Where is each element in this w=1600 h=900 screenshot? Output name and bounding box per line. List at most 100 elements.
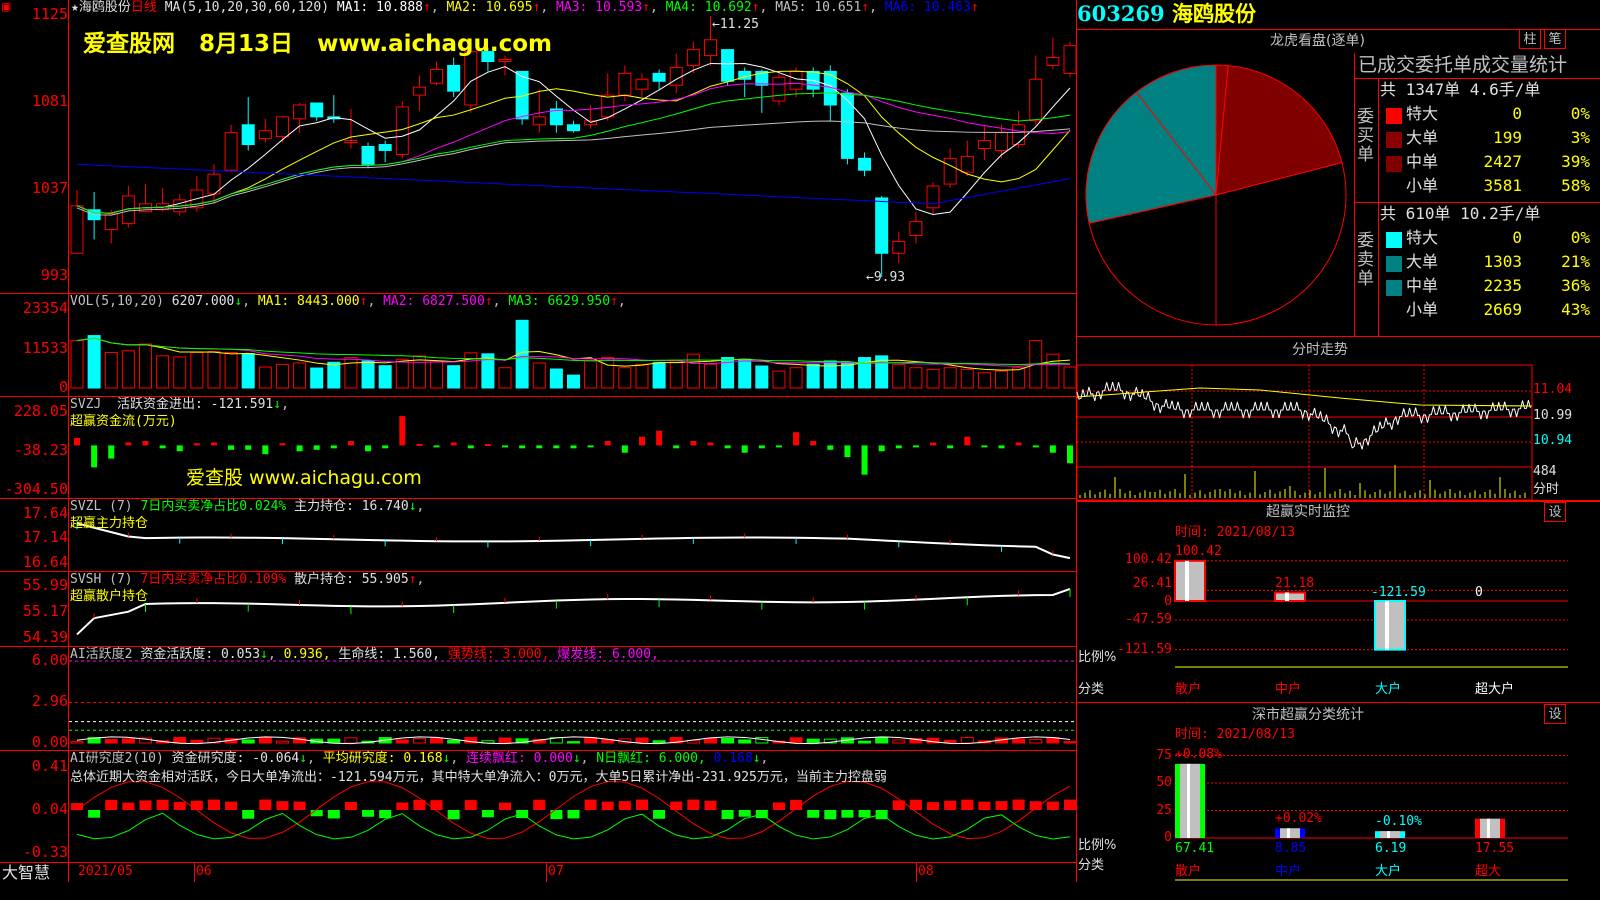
research-line-red bbox=[76, 780, 1071, 840]
fund-flow-bar bbox=[827, 445, 834, 450]
fund-flow-bar bbox=[159, 445, 166, 449]
fund-flow-bar bbox=[878, 445, 885, 452]
minute-average-line bbox=[1076, 387, 1533, 407]
minute-price-line bbox=[1076, 381, 1531, 450]
activity-bar bbox=[669, 737, 683, 744]
research-bar bbox=[601, 801, 614, 810]
candle bbox=[567, 124, 580, 132]
volume-bar bbox=[173, 356, 187, 389]
stats-bar-highlight bbox=[1487, 818, 1490, 838]
stats-change: +0.02% bbox=[1275, 811, 1322, 827]
research-bar bbox=[207, 799, 220, 810]
candle bbox=[1046, 57, 1060, 66]
volume-bar bbox=[840, 362, 854, 389]
vol-header: VOL(5,10,20) 6207.000↓, MA1: 8443.000↑, … bbox=[70, 294, 626, 309]
axis-divider bbox=[68, 0, 69, 882]
fund-flow-bar bbox=[741, 445, 748, 453]
stats-category: 中户 bbox=[1275, 864, 1302, 879]
candle bbox=[858, 157, 872, 171]
fund-flow-bar bbox=[313, 445, 320, 450]
volume-bar bbox=[789, 367, 803, 389]
fund-flow-bar bbox=[176, 445, 183, 452]
volume-bar bbox=[207, 350, 221, 389]
monitor-axis-label: 26.41 bbox=[1132, 576, 1172, 591]
volume-bar bbox=[584, 360, 598, 389]
volume-bar bbox=[156, 355, 170, 389]
stats-value: 8.85 bbox=[1275, 841, 1307, 856]
dragon-title: 龙虎看盘(逐单) bbox=[1270, 33, 1365, 49]
volume-bar bbox=[858, 357, 872, 389]
stats-axis-label: 25 bbox=[1156, 802, 1172, 818]
svzl-axis-label: 16.64 bbox=[22, 553, 68, 571]
monitor-settings-button[interactable]: 设 bbox=[1544, 502, 1566, 522]
fund-flow-bar bbox=[262, 445, 269, 455]
fund-flow-bar bbox=[724, 445, 731, 449]
research-line-green bbox=[76, 812, 1071, 840]
monitor-time: 时间: 2021/08/13 bbox=[1175, 525, 1295, 540]
candle bbox=[789, 70, 803, 90]
svzj-subtitle: 超赢资金流(万元) bbox=[70, 414, 177, 429]
candle bbox=[977, 140, 991, 149]
monitor-bar-value: -121.59 bbox=[1371, 585, 1426, 600]
pie-slice-buy bbox=[1215, 162, 1347, 326]
watermark-small: 爱查股 www.aichagu.com bbox=[186, 467, 422, 489]
fund-flow-bar bbox=[296, 445, 303, 452]
research-bar bbox=[1046, 801, 1059, 810]
stats-value: 6.19 bbox=[1375, 841, 1407, 856]
ai-research-axis-label: 0.41 bbox=[31, 757, 68, 775]
order-table-title: 已成交委托单成交量统计 bbox=[1358, 54, 1568, 76]
research-bar bbox=[550, 810, 563, 820]
activity-bar bbox=[207, 737, 221, 744]
order-row: 大单 199 3% bbox=[1380, 128, 1600, 152]
star-icon[interactable]: ★ bbox=[71, 0, 79, 15]
candle bbox=[669, 66, 683, 86]
research-bar bbox=[293, 801, 306, 810]
activity-bar bbox=[789, 737, 803, 744]
ai-active-axis-label: 0.00 bbox=[31, 733, 68, 751]
research-bar bbox=[310, 810, 323, 817]
period-label[interactable]: 日线 bbox=[130, 0, 157, 15]
volume-bar bbox=[635, 363, 649, 389]
volume-bar bbox=[823, 360, 837, 389]
buy-side-label: 委买单 bbox=[1357, 107, 1374, 165]
svzj-axis-label: -38.23 bbox=[13, 441, 68, 459]
volume-bar bbox=[721, 357, 735, 389]
research-bar bbox=[344, 802, 357, 810]
monitor-bar-highlight bbox=[1285, 592, 1289, 601]
research-bar bbox=[396, 802, 409, 810]
candle bbox=[875, 197, 889, 254]
research-bar bbox=[71, 803, 83, 810]
monitor-bar bbox=[1374, 600, 1406, 651]
volume-bar bbox=[327, 361, 341, 389]
candle bbox=[892, 240, 906, 254]
candle bbox=[310, 102, 324, 118]
research-bar bbox=[156, 799, 169, 810]
color-swatch bbox=[1386, 256, 1402, 272]
color-swatch bbox=[1386, 180, 1402, 196]
brand-label: 大智慧 bbox=[2, 863, 51, 882]
svzj-axis-label: -304.50 bbox=[4, 480, 68, 498]
menu-icon[interactable]: ▣ bbox=[2, 0, 11, 15]
pie-slice-buy bbox=[1215, 65, 1343, 196]
ma-legend-item: MA1: 10.888 bbox=[336, 0, 423, 15]
tick-mode-button[interactable]: 笔 bbox=[1544, 29, 1566, 49]
bar-mode-button[interactable]: 柱 bbox=[1519, 29, 1541, 49]
activity-bar bbox=[909, 738, 923, 744]
order-summary: 共 610单 10.2手/单 bbox=[1380, 204, 1541, 223]
research-bar bbox=[790, 799, 803, 810]
monitor-bar-value: 21.18 bbox=[1275, 575, 1315, 591]
stats-settings-button[interactable]: 设 bbox=[1544, 704, 1566, 724]
activity-bar bbox=[258, 737, 272, 744]
research-bar bbox=[139, 800, 152, 810]
activity-bar bbox=[344, 737, 358, 744]
research-bar bbox=[841, 810, 854, 818]
ai-active-axis-label: 6.00 bbox=[31, 651, 68, 669]
monitor-bar bbox=[1174, 559, 1206, 602]
research-bar bbox=[909, 799, 922, 810]
research-bar bbox=[670, 801, 683, 810]
volume-bar bbox=[395, 358, 409, 389]
sell-side-label: 委卖单 bbox=[1357, 231, 1374, 289]
research-bar bbox=[738, 810, 751, 817]
monitor-bar-highlight bbox=[1385, 601, 1389, 650]
